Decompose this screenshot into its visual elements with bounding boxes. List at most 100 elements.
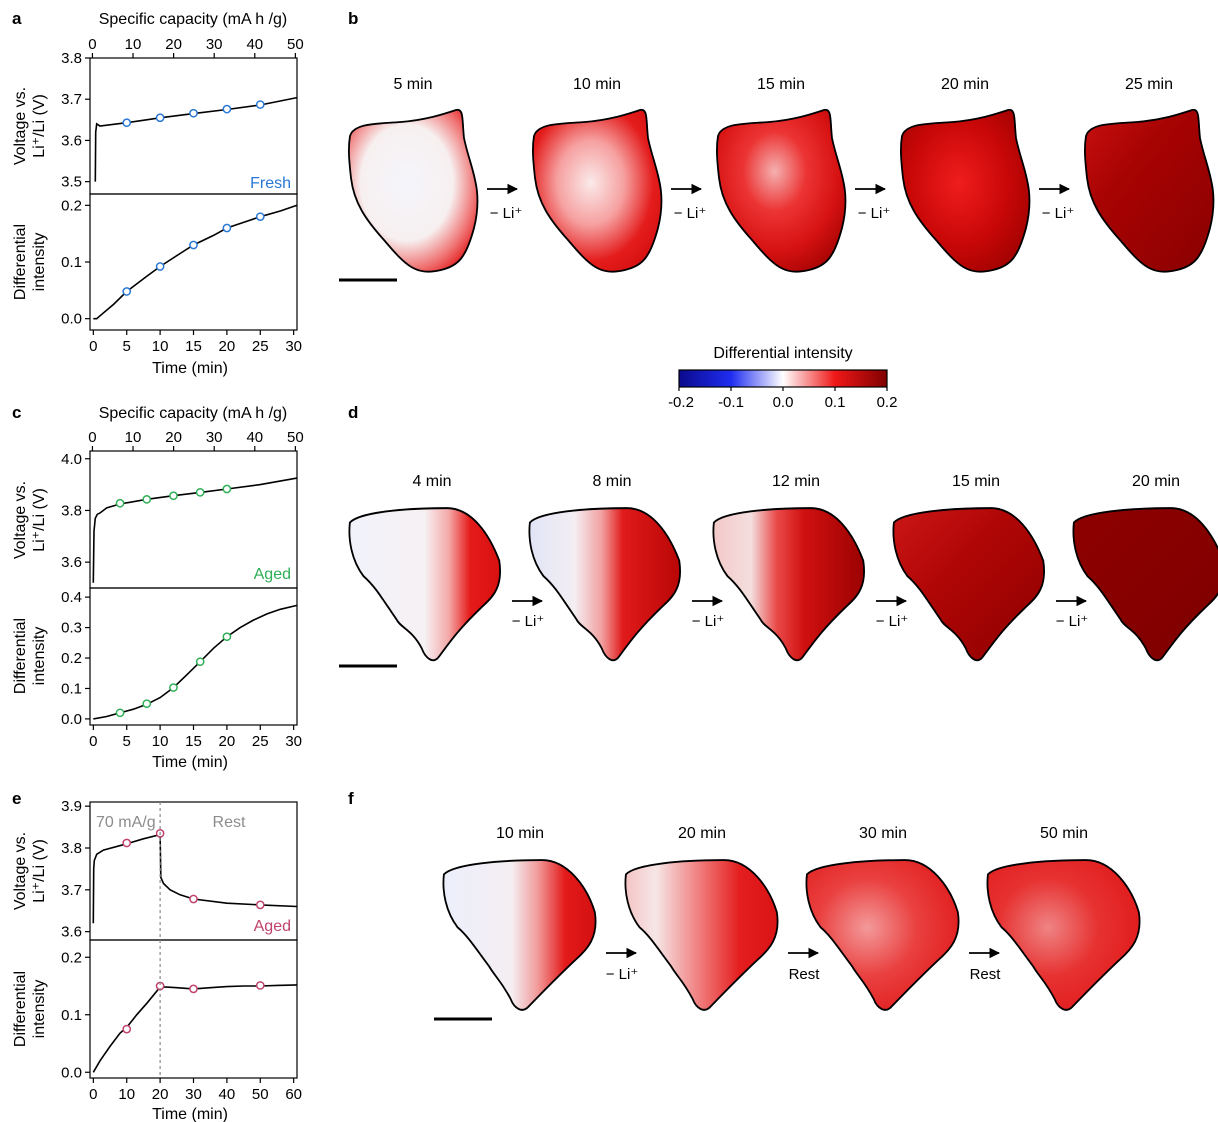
colorbar-tick-label: 0.1 (825, 394, 846, 411)
y-tick-label: 0.0 (61, 1064, 82, 1081)
data-marker (122, 287, 132, 296)
x-tick-label: 20 (152, 1086, 169, 1103)
x-axis-label: Time (min) (152, 754, 228, 771)
data-marker (115, 498, 125, 508)
panel-letter-b: b (348, 9, 358, 28)
data-marker (189, 894, 198, 904)
map-shape (892, 507, 1046, 662)
y-tick-label: 0.1 (61, 254, 82, 271)
y-axis-label-voltage-1: Voltage vs. (12, 87, 29, 165)
map-shape (900, 108, 1031, 273)
y-tick-label: 3.7 (61, 882, 82, 899)
step-label: − Li⁺ (512, 613, 545, 630)
x-tick-label: 25 (252, 733, 269, 750)
data-marker (142, 699, 152, 709)
condition-tag: Fresh (250, 175, 291, 192)
y-tick-label: 0.4 (61, 589, 82, 606)
series-line (92, 833, 298, 924)
particle-map-f-1 (624, 859, 779, 1011)
x-tick-label: 20 (219, 733, 236, 750)
top-tick-label: 50 (287, 429, 304, 446)
time-label: 20 min (1132, 473, 1180, 490)
step-label: − Li⁺ (606, 966, 639, 983)
data-marker (122, 118, 132, 128)
x-tick-label: 20 (219, 338, 236, 355)
data-marker (195, 488, 205, 497)
y-tick-label: 0.3 (61, 620, 82, 637)
map-shape (348, 108, 479, 273)
x-tick-label: 25 (252, 338, 269, 355)
panel-letter-a: a (12, 9, 22, 28)
series-line (92, 984, 298, 1073)
data-marker (195, 657, 205, 667)
y-axis-label-voltage-2: Li⁺/Li (V) (31, 839, 48, 903)
top-tick-label: 10 (125, 36, 142, 53)
top-tick-label: 20 (165, 429, 182, 446)
particle-map-f-0 (442, 859, 597, 1011)
x-tick-label: 10 (152, 733, 169, 750)
step-label: − Li⁺ (490, 205, 523, 222)
top-tick-label: 30 (206, 429, 223, 446)
y-axis-label-intensity-2: intensity (31, 233, 48, 292)
map-shape (442, 859, 597, 1011)
data-marker (122, 1024, 132, 1034)
y-tick-label: 3.8 (61, 502, 82, 519)
y-axis-label-intensity-2: intensity (31, 627, 48, 686)
step-label: − Li⁺ (674, 205, 707, 222)
x-tick-label: 60 (285, 1086, 302, 1103)
plot-frame (89, 587, 298, 726)
time-label: 20 min (678, 825, 726, 842)
y-tick-label: 0.0 (61, 711, 82, 728)
map-shape (348, 507, 502, 662)
top-tick-label: 10 (125, 429, 142, 446)
time-label: 10 min (573, 76, 621, 93)
particle-map-b-2 (716, 108, 847, 273)
particle-map-d-3 (892, 507, 1046, 662)
data-marker (255, 981, 265, 990)
y-tick-label: 3.7 (61, 91, 82, 108)
map-shape (624, 859, 779, 1011)
time-label: 15 min (952, 473, 1000, 490)
y-axis-label-voltage-2: Li⁺/Li (V) (31, 488, 48, 552)
condition-tag: Aged (254, 566, 291, 583)
y-tick-label: 0.1 (61, 680, 82, 697)
rate-label: 70 mA/g (96, 814, 156, 831)
chart-a-intensity: 0.0 0.1 0.2 0 5 10 15 20 25 30 (61, 193, 302, 355)
panel-letter-e: e (12, 789, 21, 808)
time-label: 5 min (393, 76, 432, 93)
y-tick-label: 3.8 (61, 50, 82, 67)
step-label: Rest (789, 966, 821, 983)
data-marker (155, 262, 165, 271)
particle-map-d-0 (348, 507, 502, 662)
data-marker (142, 494, 152, 504)
series-line (93, 604, 298, 720)
y-tick-label: 3.5 (61, 174, 82, 191)
particle-map-f-2 (805, 859, 960, 1011)
chart-c-voltage: 3.6 3.8 4.0 0 10 20 30 40 50 (61, 429, 304, 589)
time-label: 25 min (1125, 76, 1173, 93)
step-label: − Li⁺ (692, 613, 725, 630)
colorbar-title: Differential intensity (713, 345, 852, 362)
x-tick-label: 5 (123, 733, 131, 750)
data-marker (122, 838, 132, 848)
data-marker (222, 632, 232, 642)
particle-map-f-3 (986, 859, 1141, 1011)
y-tick-label: 3.6 (61, 924, 82, 941)
x-tick-label: 15 (185, 338, 202, 355)
y-tick-label: 0.2 (61, 197, 82, 214)
time-label: 4 min (412, 473, 451, 490)
data-marker (189, 240, 198, 250)
time-label: 20 min (941, 76, 989, 93)
top-tick-label: 50 (287, 36, 304, 53)
plot-frame (89, 939, 298, 1079)
plot-frame (89, 57, 298, 195)
top-tick-label: 40 (246, 36, 263, 53)
time-label: 30 min (859, 825, 907, 842)
y-tick-label: 0.2 (61, 949, 82, 966)
x-axis-label: Time (min) (152, 1106, 228, 1122)
top-tick-label: 0 (88, 429, 96, 446)
chart-a-voltage: 3.5 3.6 3.7 3.8 0 10 20 30 40 50 (61, 36, 304, 195)
top-axis-label: Specific capacity (mA h /g) (99, 405, 288, 422)
time-label: 10 min (496, 825, 544, 842)
